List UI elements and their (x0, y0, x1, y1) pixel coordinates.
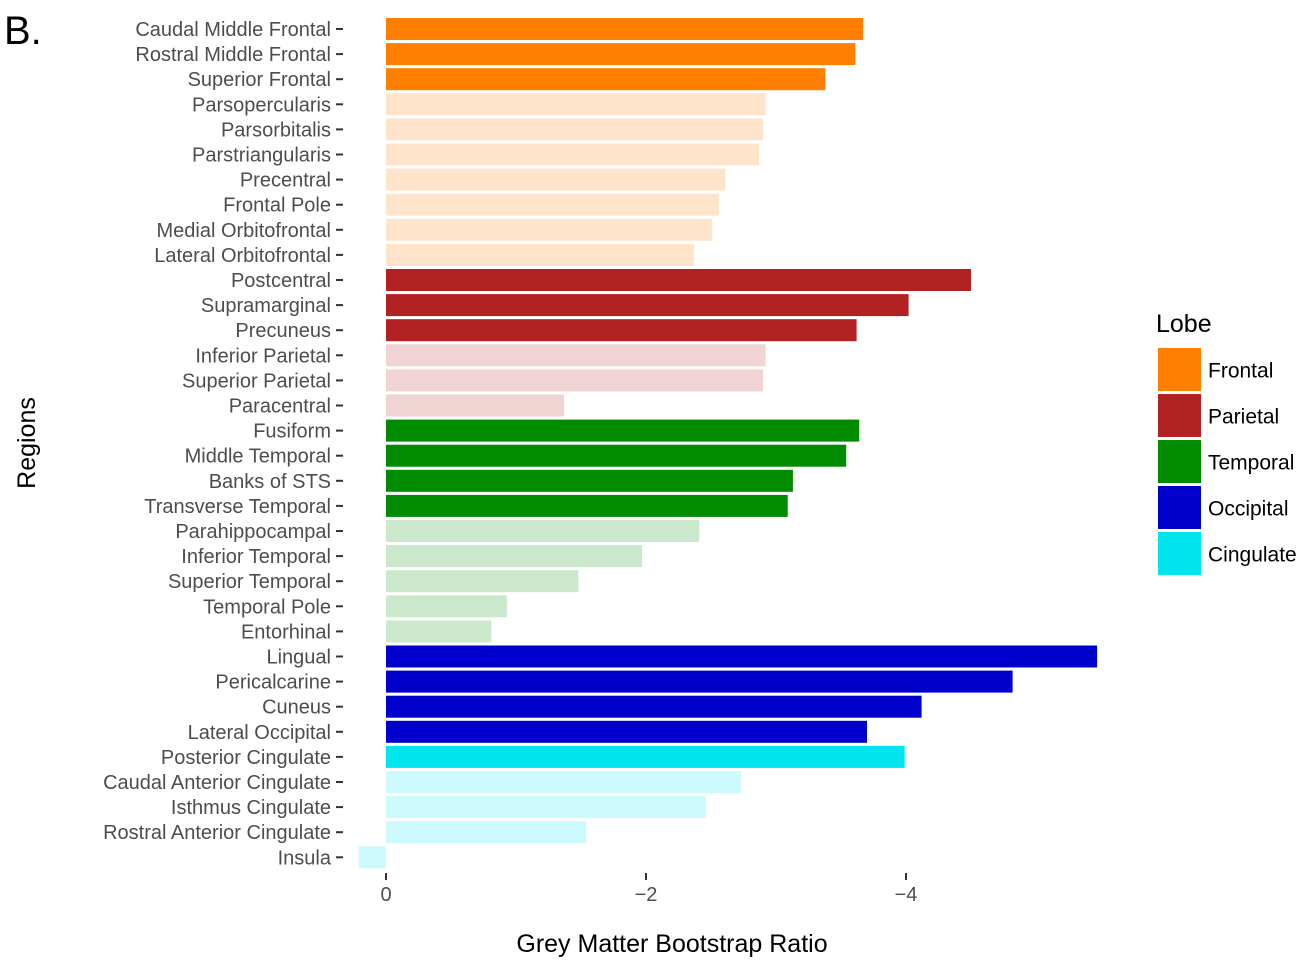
bar (386, 444, 847, 467)
category-label: Cuneus (262, 697, 331, 719)
bar (386, 520, 700, 542)
category-label: Superior Parietal (182, 370, 331, 392)
bar (386, 494, 788, 517)
bar (386, 118, 763, 141)
bar (386, 419, 860, 442)
legend-swatch (1158, 486, 1201, 529)
category-label: Paracentral (229, 396, 331, 418)
category-label: Inferior Parietal (195, 345, 331, 367)
bar (386, 294, 909, 317)
bar (386, 243, 695, 266)
category-label: Postcentral (231, 270, 331, 292)
bar (386, 344, 766, 367)
bar (386, 18, 864, 40)
category-label: Isthmus Cingulate (171, 797, 331, 819)
bars-group (358, 18, 1098, 869)
category-label: Parstriangularis (192, 145, 331, 167)
category-label: Lateral Orbitofrontal (154, 245, 331, 267)
category-label: Rostral Anterior Cingulate (103, 822, 331, 844)
bar (386, 595, 507, 618)
category-label: Precuneus (235, 320, 331, 342)
bar (386, 369, 763, 392)
x-axis-title: Grey Matter Bootstrap Ratio (516, 930, 827, 958)
x-axis-ticks: 0 −2 −4 (380, 873, 917, 906)
category-label: Caudal Middle Frontal (135, 19, 331, 41)
bar (386, 620, 492, 643)
category-label: Caudal Anterior Cingulate (103, 772, 331, 794)
legend-label: Parietal (1208, 406, 1279, 429)
bar (386, 796, 706, 819)
category-label: Entorhinal (241, 621, 331, 643)
category-label: Parsorbitalis (221, 119, 331, 141)
bar (386, 821, 587, 844)
legend-items: Frontal Parietal Temporal Occipital Cingulat… (1158, 348, 1297, 575)
bar (386, 394, 565, 417)
category-label: Frontal Pole (223, 195, 331, 217)
x-tick-label: 0 (380, 884, 391, 906)
bar (386, 143, 760, 166)
y-axis-title: Regions (13, 397, 41, 489)
category-label: Inferior Temporal (181, 546, 331, 568)
category-label: Precentral (240, 170, 331, 192)
legend-label: Temporal (1208, 452, 1294, 475)
category-label: Transverse Temporal (144, 496, 331, 518)
category-labels: Caudal Middle Frontal Rostral Middle Fron… (103, 19, 343, 869)
legend-swatch (1158, 532, 1201, 575)
bar (386, 93, 766, 116)
bar (386, 570, 579, 593)
legend-swatch (1158, 440, 1201, 483)
category-label: Medial Orbitofrontal (156, 220, 331, 242)
category-label: Posterior Cingulate (161, 747, 331, 769)
category-label: Parahippocampal (175, 521, 331, 543)
bar (386, 469, 793, 492)
bar (386, 218, 713, 241)
panel-label: B. (4, 9, 42, 53)
bar (386, 695, 922, 718)
bar (386, 43, 856, 66)
bar (386, 193, 719, 216)
bar (386, 319, 857, 342)
bar (386, 745, 905, 768)
bar (386, 269, 971, 291)
bar (386, 670, 1013, 693)
bar (386, 720, 867, 743)
category-label: Parsopercularis (192, 94, 331, 116)
category-label: Lingual (266, 647, 331, 669)
x-tick-label: −4 (895, 884, 918, 906)
legend-title: Lobe (1156, 310, 1212, 338)
category-label: Superior Frontal (188, 69, 331, 91)
category-label: Lateral Occipital (188, 722, 331, 744)
category-label: Rostral Middle Frontal (135, 44, 331, 66)
bar (386, 545, 643, 568)
legend-label: Occipital (1208, 498, 1289, 521)
category-label: Superior Temporal (168, 571, 331, 593)
legend-label: Frontal (1208, 360, 1273, 383)
legend-label: Cingulate (1208, 544, 1297, 567)
bar (358, 846, 386, 869)
bar (386, 168, 726, 191)
x-tick-label: −2 (635, 884, 658, 906)
bar (386, 771, 741, 793)
category-label: Insula (278, 847, 332, 869)
bar (386, 645, 1098, 668)
category-label: Fusiform (253, 421, 331, 443)
legend: Lobe Frontal Parietal Temporal Occipital Cin… (1156, 310, 1297, 575)
category-label: Supramarginal (201, 295, 331, 317)
legend-swatch (1158, 394, 1201, 437)
legend-swatch (1158, 348, 1201, 391)
bar (386, 68, 826, 91)
category-label: Banks of STS (209, 471, 331, 493)
category-label: Middle Temporal (185, 446, 331, 468)
category-label: Temporal Pole (203, 596, 331, 618)
category-label: Pericalcarine (215, 672, 331, 694)
